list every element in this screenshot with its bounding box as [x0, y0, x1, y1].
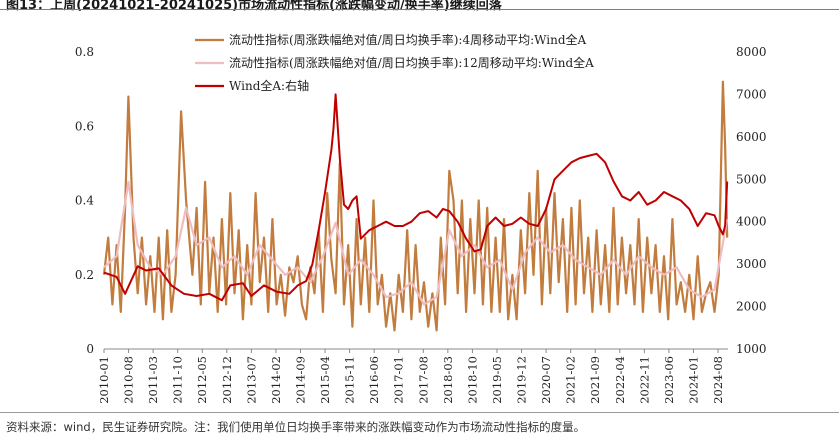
x-tick-label: 2018-03: [441, 356, 455, 404]
x-tick-label: 2013-07: [244, 356, 258, 404]
x-tick-label: 2014-02: [269, 356, 283, 404]
x-tick-label: 2015-11: [343, 356, 357, 404]
y-left-tick-label: 0: [86, 342, 94, 356]
x-tick-label: 2015-04: [318, 356, 332, 404]
x-tick-label: 2017-08: [416, 356, 430, 404]
x-tick-label: 2020-07: [539, 356, 553, 404]
y-left-tick-label: 0.8: [75, 45, 94, 59]
series-ma4-line: [102, 80, 729, 332]
y-right-tick-label: 6000: [736, 130, 767, 144]
x-tick-label: 2016-06: [367, 356, 381, 404]
x-tick-label: 2024-01: [686, 356, 700, 404]
liquidity-chart: 0 0.2 0.4 0.6 0.8 1000 2000 3000 4000 5000 6000 700…: [75, 32, 767, 404]
legend-label: 流动性指标(周涨跌幅绝对值/周日均换手率):4周移动平均:Wind全A: [229, 32, 587, 47]
y-right-tick-label: 2000: [736, 300, 767, 314]
y-right-tick-label: 8000: [736, 45, 767, 59]
chart-legend: 流动性指标(周涨跌幅绝对值/周日均换手率):4周移动平均:Wind全A 流动性指标…: [195, 32, 594, 93]
y-right-tick-label: 4000: [736, 215, 767, 229]
x-tick-label: 2011-10: [171, 356, 185, 404]
title-divider: [0, 9, 839, 10]
x-tick-label: 2021-09: [588, 356, 602, 404]
chart-axes: 0 0.2 0.4 0.6 0.8 1000 2000 3000 4000 5000 6000 700…: [75, 45, 767, 404]
y-right-tick-label: 3000: [736, 257, 767, 271]
x-tick-label: 2018-10: [465, 356, 479, 404]
x-tick-label: 2019-05: [490, 356, 504, 404]
x-tick-label: 2022-04: [613, 356, 627, 404]
x-tick-label: 2019-12: [515, 356, 529, 404]
y-left-tick-label: 0.6: [75, 119, 94, 133]
series-ma12-line: [103, 180, 729, 306]
y-left-tick-label: 0.4: [75, 194, 94, 208]
x-tick-label: 2023-06: [662, 356, 676, 404]
y-left-tick-label: 0.2: [75, 268, 94, 282]
x-tick-label: 2012-05: [195, 356, 209, 404]
chart-series: [102, 80, 729, 332]
series-wind-a-line: [103, 93, 729, 302]
x-tick-label: 2011-03: [146, 356, 160, 404]
x-tick-label: 2024-08: [711, 356, 725, 404]
x-tick-label: 2012-12: [220, 356, 234, 404]
y-right-tick-label: 1000: [736, 342, 767, 356]
x-tick-label: 2010-08: [122, 356, 136, 404]
x-tick-label: 2010-01: [97, 356, 111, 404]
x-tick-label: 2021-02: [564, 356, 578, 404]
source-note: 资料来源：wind，民生证券研究院。注：我们使用单位日均换手率带来的涨跌幅变动作…: [6, 420, 586, 434]
x-tick-label: 2017-01: [392, 356, 406, 404]
x-tick-label: 2014-09: [293, 356, 307, 404]
legend-label: 流动性指标(周涨跌幅绝对值/周日均换手率):12周移动平均:Wind全A: [229, 55, 594, 70]
y-right-tick-label: 7000: [736, 87, 767, 101]
y-right-tick-label: 5000: [736, 172, 767, 186]
source-divider: [0, 412, 839, 413]
legend-label: Wind全A:右轴: [229, 78, 309, 93]
x-tick-label: 2022-11: [637, 356, 651, 404]
